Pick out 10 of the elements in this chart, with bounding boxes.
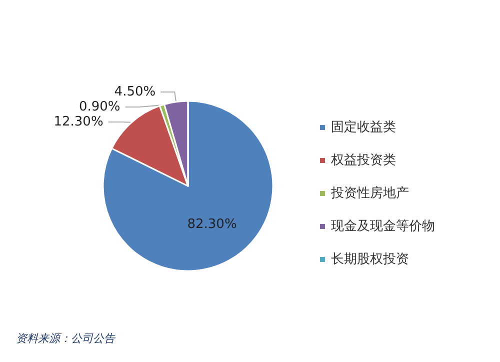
data-label: 0.90%: [78, 99, 120, 114]
data-label: 12.30%: [54, 114, 104, 130]
legend-label: 固定收益类: [331, 120, 396, 135]
legend-label: 投资性房地产: [330, 185, 409, 201]
data-label: 82.30%: [187, 217, 237, 232]
legend-label: 现金及现金等价物: [331, 219, 435, 234]
legend-label: 权益投资类: [330, 153, 396, 168]
legend-label: 长期股权投资: [331, 252, 409, 267]
data-label: 4.50%: [114, 84, 156, 100]
text: 资料来源：公司公告: [16, 332, 116, 345]
